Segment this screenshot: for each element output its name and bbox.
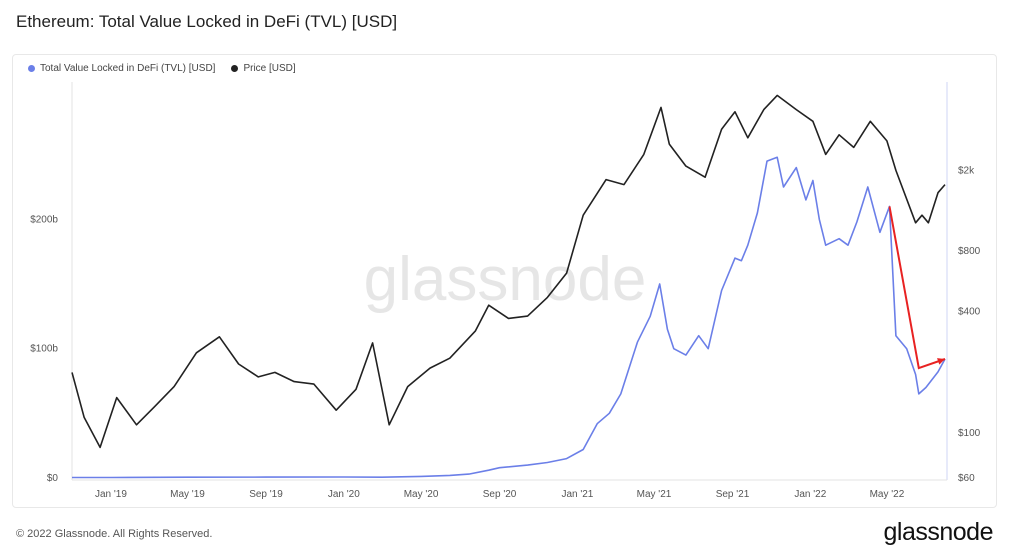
x-tick-label: May '19 (170, 489, 205, 500)
x-tick-label: May '22 (870, 489, 905, 500)
x-tick-label: Jan '19 (95, 489, 127, 500)
x-tick-label: May '20 (404, 489, 439, 500)
x-tick-label: May '21 (637, 489, 672, 500)
legend-label-price: Price [USD] (243, 63, 296, 74)
tvl-dot-icon (28, 65, 35, 72)
annotation-arrowhead-icon (937, 358, 945, 365)
chart-layer: Jan '19 May '19 Sep '19 Jan '20 May '20 Sep '… (30, 94, 981, 500)
y-right-tick-label: $2k (958, 165, 975, 176)
x-tick-label: Jan '21 (561, 489, 593, 500)
x-tick-label: Jan '20 (328, 489, 360, 500)
y-right-tick-label: $100 (958, 428, 981, 439)
watermark-text: glassnode (364, 245, 647, 314)
tvl-series-line (72, 156, 946, 479)
chart-legend: Total Value Locked in DeFi (TVL) [USD] P… (28, 63, 296, 74)
annotation-arrow-line (888, 206, 946, 370)
y-left-tick-label: $200b (30, 214, 58, 225)
legend-item-tvl[interactable]: Total Value Locked in DeFi (TVL) [USD] (28, 63, 215, 74)
y-right-tick-label: $400 (958, 307, 981, 318)
y-right-tick-label: $60 (958, 473, 975, 484)
page-title: Ethereum: Total Value Locked in DeFi (TV… (16, 12, 398, 31)
price-dot-icon (231, 65, 239, 72)
x-tick-label: Sep '19 (249, 489, 283, 500)
x-tick-label: Jan '22 (794, 489, 826, 500)
copyright-text: © 2022 Glassnode. All Rights Reserved. (16, 528, 213, 540)
legend-label-tvl: Total Value Locked in DeFi (TVL) [USD] (40, 63, 216, 74)
chart-card (12, 54, 997, 508)
x-tick-label: Sep '20 (483, 489, 517, 500)
y-left-tick-label: $0 (47, 473, 59, 484)
glassnode-logo[interactable]: glassnode (883, 518, 994, 546)
price-series-line (71, 94, 946, 449)
y-left-tick-label: $100b (30, 344, 58, 355)
y-right-tick-label: $800 (958, 246, 981, 257)
x-tick-label: Sep '21 (716, 489, 750, 500)
legend-item-price[interactable]: Price [USD] (231, 63, 296, 74)
